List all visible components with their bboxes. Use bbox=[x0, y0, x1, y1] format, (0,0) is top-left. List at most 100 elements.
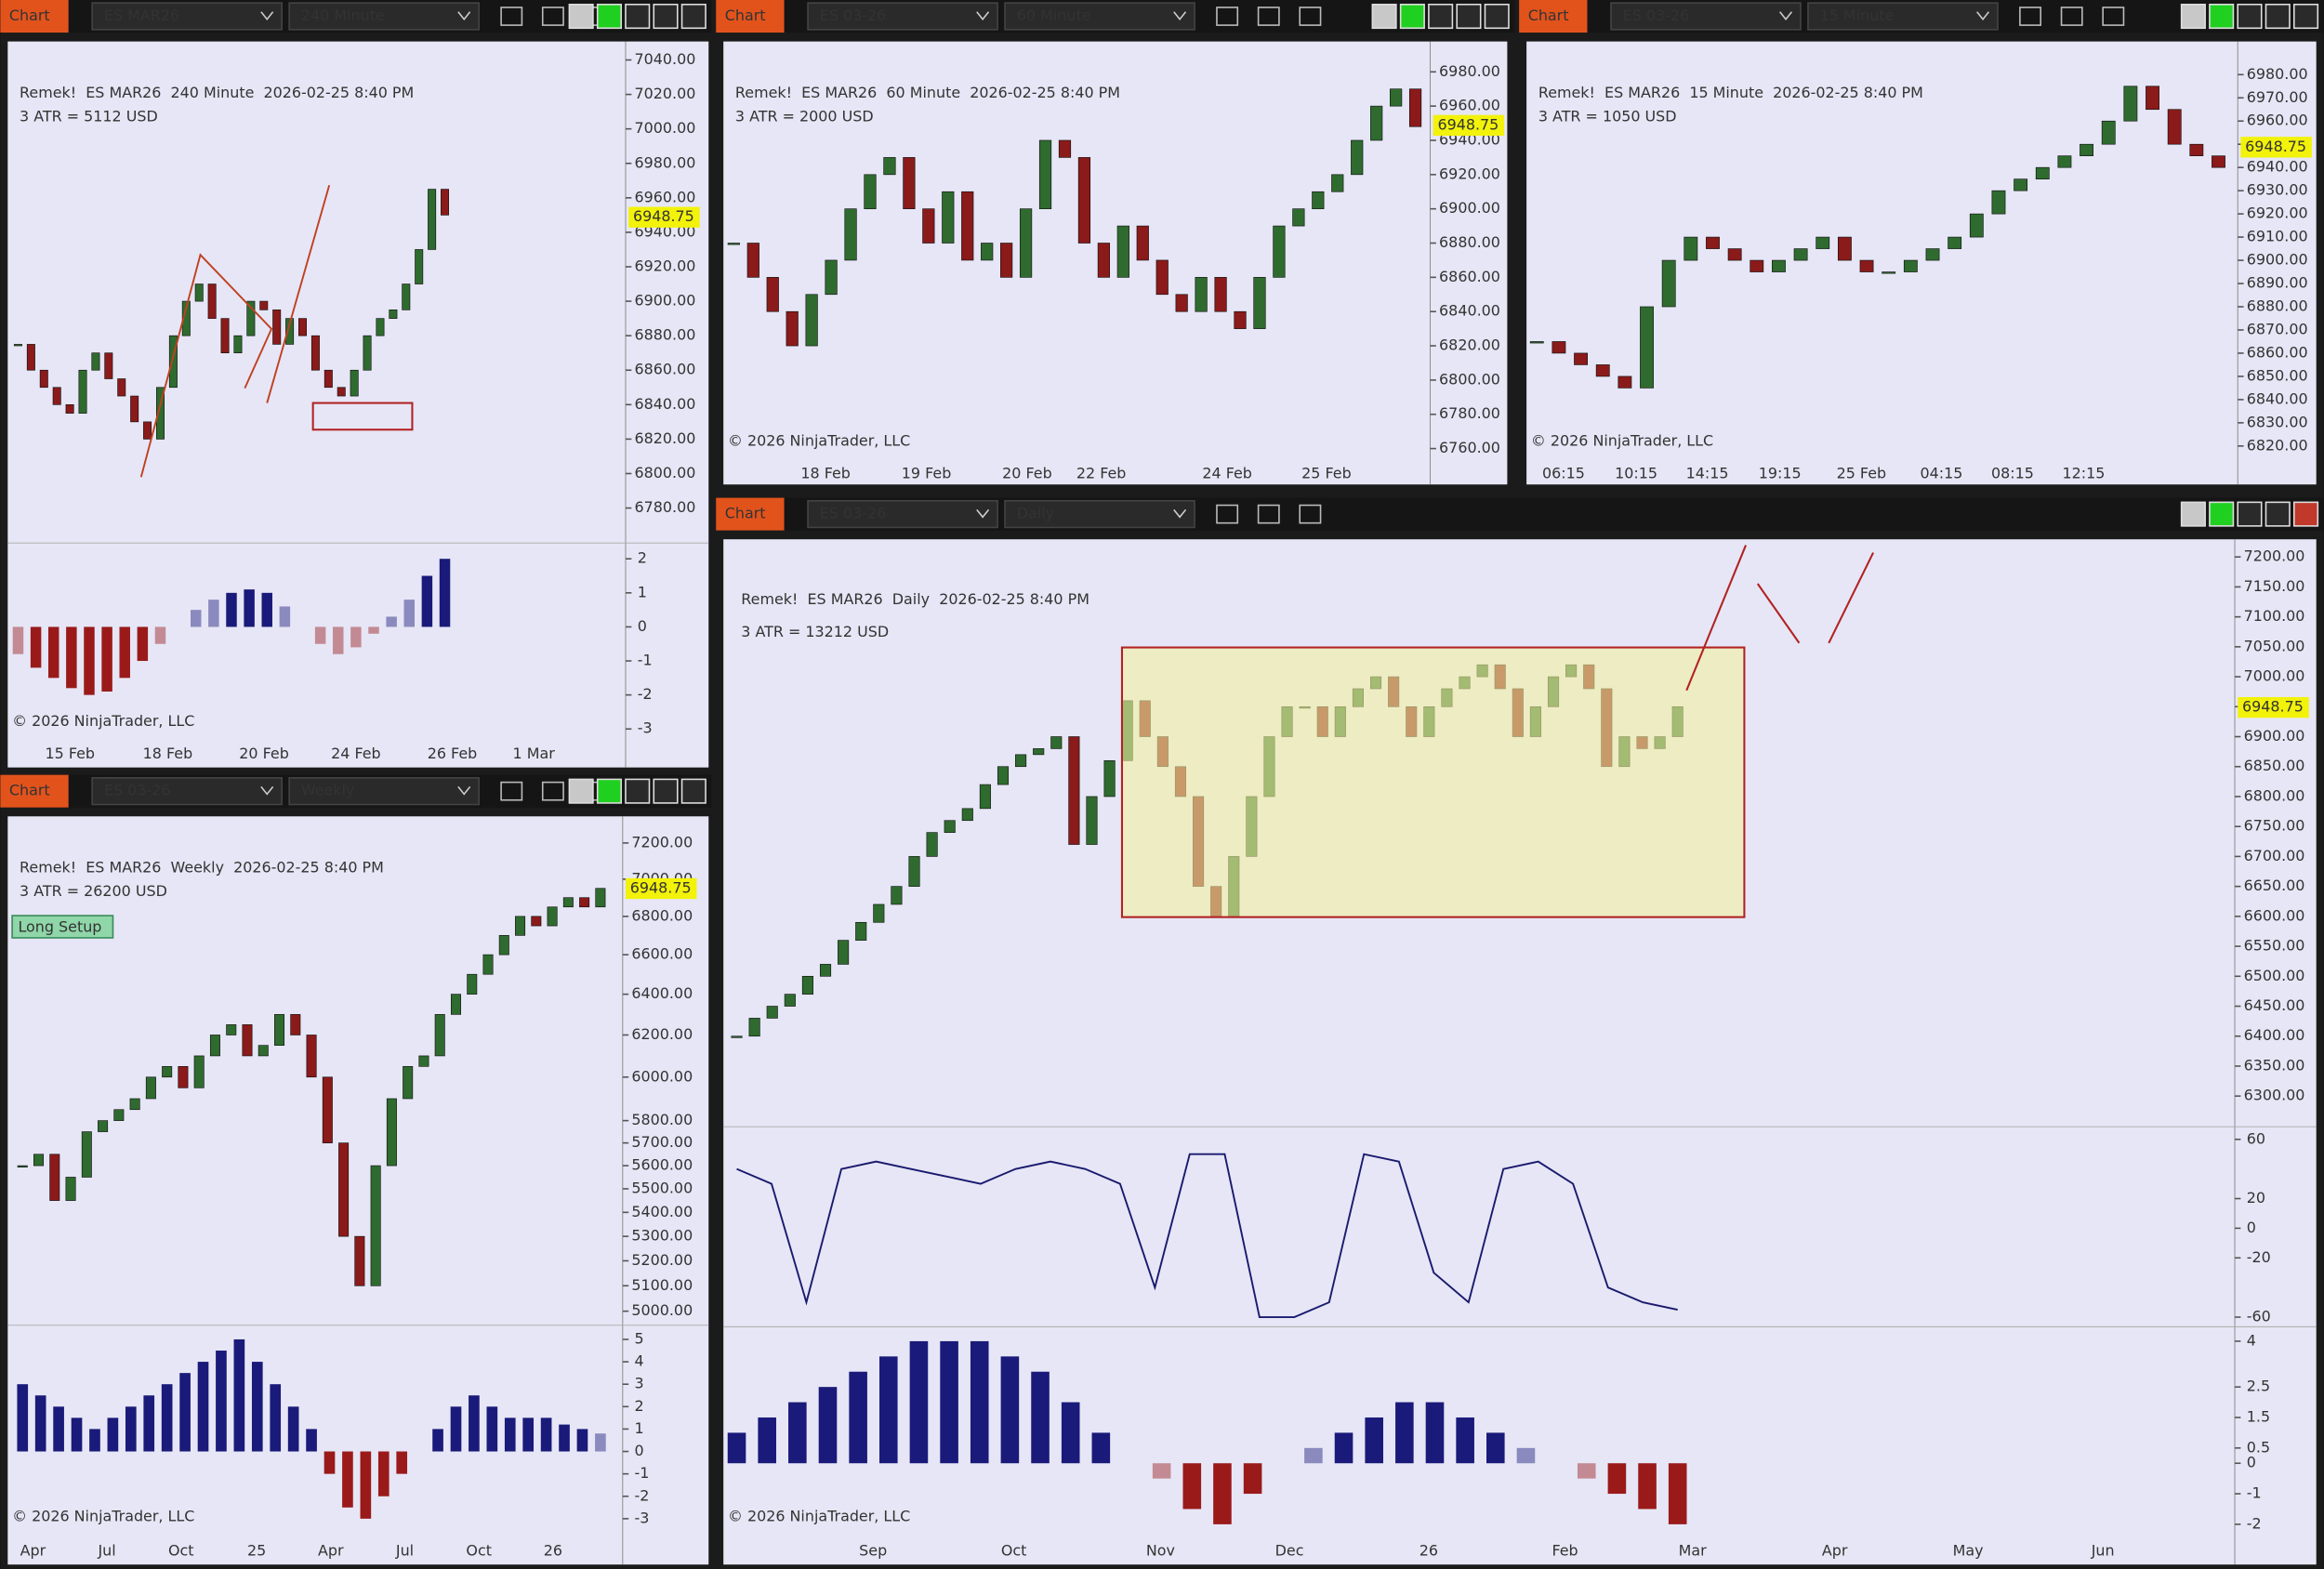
gray-button[interactable] bbox=[568, 778, 594, 804]
price-tick-label: 6400.00 bbox=[2244, 1026, 2305, 1044]
green-button[interactable] bbox=[596, 3, 623, 30]
toolbar-icon[interactable] bbox=[541, 781, 564, 801]
time-label: 14:15 bbox=[1686, 465, 1729, 482]
interval-dropdown[interactable] bbox=[1004, 2, 1195, 31]
instrument-dropdown[interactable] bbox=[91, 2, 283, 31]
toolbar-icon[interactable] bbox=[2019, 7, 2042, 26]
chart-tab[interactable] bbox=[0, 0, 69, 33]
maximize-button[interactable] bbox=[653, 778, 679, 804]
gray-button[interactable] bbox=[1371, 3, 1397, 30]
gray-button[interactable] bbox=[568, 3, 594, 30]
histogram-bar bbox=[314, 626, 326, 644]
green-button[interactable] bbox=[2209, 3, 2235, 30]
candle bbox=[2035, 166, 2050, 179]
dropdown-arrow bbox=[457, 785, 471, 796]
gray-button[interactable] bbox=[2180, 3, 2206, 30]
minimize-button[interactable] bbox=[625, 778, 651, 804]
candle bbox=[805, 294, 818, 347]
time-label: 25 Feb bbox=[1301, 465, 1352, 482]
green-button[interactable] bbox=[2209, 501, 2235, 527]
minimize-button[interactable] bbox=[1428, 3, 1454, 30]
time-label: 20 Feb bbox=[1002, 465, 1052, 482]
toolbar-icon[interactable] bbox=[1257, 504, 1280, 524]
toolbar-icon[interactable] bbox=[500, 7, 523, 26]
instrument-dropdown[interactable] bbox=[1610, 2, 1802, 31]
candle bbox=[1370, 105, 1383, 141]
candle bbox=[2057, 155, 2072, 168]
candle bbox=[844, 208, 857, 261]
minimize-button[interactable] bbox=[625, 3, 651, 30]
histogram-bar bbox=[940, 1340, 958, 1464]
price-tick-label: 6940.00 bbox=[2247, 158, 2308, 176]
indicator-tick-label: 2 bbox=[638, 549, 647, 567]
time-label: 12:15 bbox=[2062, 465, 2105, 482]
candle bbox=[1390, 88, 1403, 107]
candle bbox=[1136, 225, 1149, 261]
interval-dropdown[interactable] bbox=[288, 2, 480, 31]
toolbar-icon[interactable] bbox=[1299, 504, 1322, 524]
close-button[interactable] bbox=[2292, 3, 2319, 30]
oscillator-line bbox=[736, 1153, 1678, 1318]
minimize-button[interactable] bbox=[2237, 501, 2263, 527]
chart-tab[interactable] bbox=[716, 497, 785, 531]
candle bbox=[1969, 213, 1984, 238]
candle bbox=[434, 1014, 445, 1057]
green-button[interactable] bbox=[596, 778, 623, 804]
toolbar-icon[interactable] bbox=[541, 7, 564, 26]
toolbar-icon[interactable] bbox=[2060, 7, 2083, 26]
toolbar-icon[interactable] bbox=[500, 781, 523, 801]
close-button[interactable] bbox=[2292, 501, 2319, 527]
histogram-bar bbox=[450, 1406, 462, 1452]
instrument-dropdown[interactable] bbox=[807, 2, 998, 31]
histogram-bar bbox=[17, 1384, 29, 1452]
interval-dropdown[interactable] bbox=[1004, 499, 1195, 529]
minimize-button[interactable] bbox=[2237, 3, 2263, 30]
indicator-tick-label: -1 bbox=[635, 1464, 650, 1482]
chart-tab[interactable] bbox=[0, 774, 69, 808]
toolbar-icon[interactable] bbox=[1257, 7, 1280, 26]
interval-dropdown[interactable] bbox=[1807, 2, 1999, 31]
time-label: 10:15 bbox=[1615, 465, 1657, 482]
chart-tab[interactable] bbox=[1519, 0, 1588, 33]
indicator-tick-label: -20 bbox=[2247, 1248, 2271, 1266]
gray-button[interactable] bbox=[2180, 501, 2206, 527]
chart-tab[interactable] bbox=[716, 0, 785, 33]
candle bbox=[1793, 248, 1808, 261]
price-tick-label: 6700.00 bbox=[2244, 847, 2305, 864]
candle bbox=[246, 300, 256, 336]
instrument-dropdown[interactable] bbox=[807, 499, 998, 529]
histogram-bar bbox=[788, 1402, 807, 1464]
chart-title: Remek! ES MAR26 Weekly 2026-02-25 8:40 P… bbox=[20, 859, 384, 877]
candle bbox=[337, 387, 346, 397]
time-label: Apr bbox=[1822, 1541, 1848, 1559]
maximize-button[interactable] bbox=[1456, 3, 1482, 30]
candle bbox=[1706, 236, 1720, 249]
candle bbox=[52, 387, 61, 405]
instrument-dropdown[interactable] bbox=[91, 777, 283, 806]
close-button[interactable] bbox=[1484, 3, 1510, 30]
candle bbox=[1253, 277, 1266, 329]
toolbar-icon[interactable] bbox=[1299, 7, 1322, 26]
candle bbox=[257, 1045, 269, 1057]
price-tick-label: 6650.00 bbox=[2244, 877, 2305, 894]
indicator-tick-label: 0 bbox=[638, 617, 647, 635]
toolbar-icon[interactable] bbox=[1216, 504, 1239, 524]
histogram-bar bbox=[1152, 1463, 1171, 1479]
close-button[interactable] bbox=[680, 778, 706, 804]
histogram-bar bbox=[191, 610, 202, 627]
maximize-button[interactable] bbox=[2265, 501, 2291, 527]
histogram-bar bbox=[386, 616, 397, 627]
interval-label: Daily bbox=[1017, 505, 1054, 522]
atr-label: 3 ATR = 26200 USD bbox=[20, 882, 167, 900]
interval-dropdown[interactable] bbox=[288, 777, 480, 806]
histogram-bar bbox=[270, 1384, 282, 1452]
toolbar-icon[interactable] bbox=[2102, 7, 2125, 26]
toolbar-icon[interactable] bbox=[1216, 7, 1239, 26]
green-button[interactable] bbox=[1399, 3, 1425, 30]
maximize-button[interactable] bbox=[2265, 3, 2291, 30]
dropdown-arrow bbox=[1173, 11, 1187, 20]
maximize-button[interactable] bbox=[653, 3, 679, 30]
close-button[interactable] bbox=[680, 3, 706, 30]
histogram-bar bbox=[324, 1451, 336, 1474]
